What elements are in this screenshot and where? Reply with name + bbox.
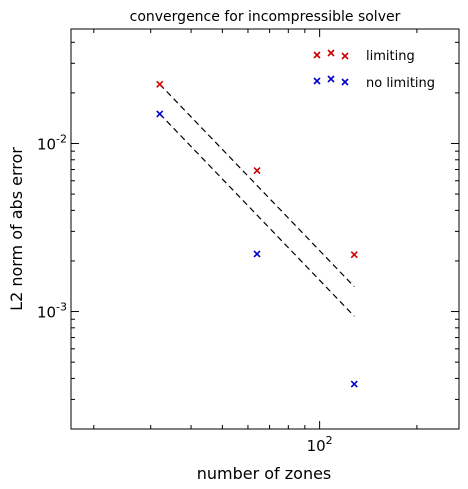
y-tick-label: 10-2 [37, 132, 67, 153]
legend-label: no limiting [366, 76, 435, 91]
legend-marker [313, 51, 321, 59]
data-point [253, 167, 261, 175]
reference-line [159, 113, 355, 317]
reference-line [159, 83, 355, 288]
data-point [350, 380, 358, 388]
data-point [253, 250, 261, 258]
data-point [350, 251, 358, 259]
legend-marker [313, 77, 321, 85]
y-tick-label: 10-3 [37, 301, 67, 322]
legend-marker [327, 49, 335, 57]
data-point [156, 110, 164, 118]
legend-marker [341, 78, 349, 86]
plot-frame [70, 28, 460, 430]
legend-marker [341, 52, 349, 60]
y-axis-label: L2 norm of abs error [7, 147, 26, 311]
plot-area [71, 29, 459, 430]
chart-title: convergence for incompressible solver [130, 9, 401, 25]
legend-marker [327, 75, 335, 83]
data-point [156, 80, 164, 88]
x-tick-label: 102 [307, 434, 333, 455]
legend: limiting no limiting [313, 49, 435, 91]
legend-label: limiting [366, 49, 415, 64]
x-axis-label: number of zones [197, 464, 332, 483]
